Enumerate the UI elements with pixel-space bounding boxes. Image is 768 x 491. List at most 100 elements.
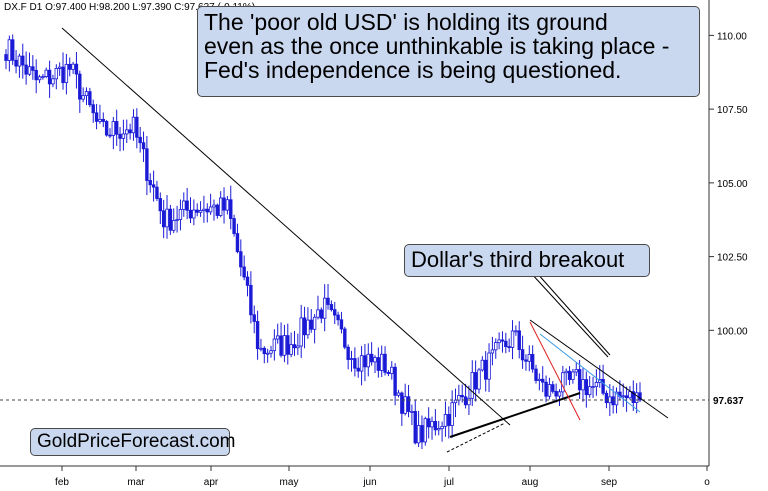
- candle-up: [272, 338, 277, 352]
- candle-up: [359, 355, 364, 372]
- candle-down: [500, 339, 505, 342]
- y-tick-label: 107.50: [717, 105, 748, 116]
- candle-down: [292, 344, 297, 349]
- candle-down: [229, 199, 233, 219]
- candle-up: [312, 316, 317, 330]
- candlestick-series: [4, 34, 642, 450]
- candle-down: [302, 317, 307, 336]
- candle-up: [125, 129, 129, 135]
- candle-up: [614, 391, 619, 406]
- candle-down: [433, 420, 438, 431]
- candle-down: [11, 39, 15, 61]
- candle-up: [299, 317, 303, 347]
- candle-up: [423, 418, 428, 443]
- candle-up: [416, 425, 421, 444]
- candle-up: [547, 384, 552, 397]
- candle-up: [453, 399, 458, 404]
- candle-up: [561, 372, 565, 393]
- candle-down: [567, 370, 572, 380]
- candle-down: [135, 116, 139, 138]
- brand-watermark: GoldPriceForecast.com: [30, 428, 236, 456]
- headline-callout: The 'poor old USD' is holding its ground…: [197, 6, 700, 97]
- x-tick-label: may: [280, 477, 299, 488]
- candle-up: [175, 219, 179, 221]
- long-downtrend-line: [61, 27, 511, 426]
- candle-down: [544, 381, 548, 397]
- candle-up: [581, 379, 585, 391]
- candle-up: [54, 68, 59, 80]
- candle-up: [276, 335, 280, 340]
- candle-up: [403, 396, 407, 414]
- ohlc-readout: DX.F D1 O:97.400 H:98.200 L:97.390 C:97.…: [4, 2, 256, 13]
- candle-down: [215, 204, 220, 216]
- candle-down: [447, 414, 451, 426]
- candle-up: [37, 76, 42, 81]
- candle-up: [202, 208, 206, 211]
- candle-down: [68, 63, 72, 70]
- candle-down: [286, 335, 290, 355]
- candle-down: [252, 314, 256, 322]
- candle-down: [114, 121, 119, 135]
- candle-down: [319, 309, 324, 319]
- candle-up: [514, 330, 518, 333]
- candle-down: [21, 55, 25, 66]
- candle-down: [554, 390, 558, 397]
- candle-down: [406, 396, 411, 412]
- candle-down: [279, 335, 283, 356]
- candle-up: [198, 210, 203, 213]
- x-tick-label: o: [704, 477, 710, 488]
- x-tick-label: aug: [522, 477, 539, 488]
- candle-down: [463, 396, 468, 406]
- breakout-annotation: Dollar's third breakout: [404, 244, 650, 277]
- candle-down: [245, 276, 250, 286]
- candle-down: [369, 353, 374, 363]
- candle-down: [638, 392, 642, 401]
- candle-up: [64, 63, 69, 84]
- annotation-pointer-1: [529, 271, 609, 358]
- candle-down: [242, 266, 246, 278]
- candle-up: [527, 354, 532, 362]
- candle-down: [504, 340, 508, 348]
- candle-up: [27, 66, 32, 75]
- x-tick-label: apr: [204, 477, 219, 488]
- candle-down: [507, 346, 511, 349]
- candle-up: [259, 347, 263, 350]
- candle-down: [577, 369, 582, 391]
- candle-down: [61, 66, 65, 84]
- candle-down: [249, 284, 253, 316]
- candle-down: [91, 104, 95, 114]
- candle-down: [473, 372, 478, 390]
- candle-down: [195, 209, 199, 213]
- candle-down: [88, 91, 92, 106]
- candle-up: [480, 359, 485, 371]
- candle-up: [470, 372, 474, 399]
- candle-down: [530, 354, 535, 370]
- y-tick-label: 100.00: [717, 326, 748, 337]
- candle-down: [363, 355, 367, 368]
- candle-down: [339, 319, 344, 330]
- candle-down: [101, 118, 105, 122]
- candle-up: [591, 386, 595, 388]
- candle-up: [621, 395, 625, 398]
- candle-up: [165, 208, 169, 228]
- candle-down: [604, 392, 609, 404]
- candle-down: [376, 357, 381, 371]
- candle-down: [333, 309, 337, 316]
- candle-down: [24, 64, 28, 75]
- candle-up: [57, 66, 62, 69]
- candle-down: [460, 395, 464, 398]
- y-tick-label: 110.00: [717, 31, 747, 42]
- candle-down: [222, 197, 226, 211]
- candle-up: [410, 411, 414, 413]
- x-tick-label: jul: [443, 477, 454, 488]
- x-tick-label: jun: [362, 477, 376, 488]
- candle-up: [557, 391, 562, 397]
- x-tick-label: sep: [601, 477, 618, 488]
- candle-up: [396, 392, 401, 396]
- x-tick-label: mar: [127, 477, 145, 488]
- candle-up: [208, 206, 213, 213]
- candle-down: [128, 129, 132, 134]
- candle-up: [510, 330, 515, 348]
- candle-up: [373, 357, 377, 363]
- candle-up: [587, 386, 592, 396]
